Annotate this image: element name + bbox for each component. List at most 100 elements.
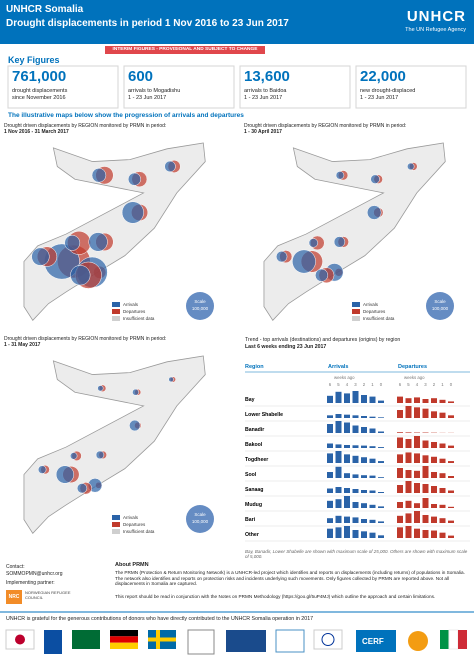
trend-bar	[414, 483, 420, 493]
trend-bar	[414, 436, 420, 448]
trend-bar	[397, 468, 403, 478]
trend-bar	[378, 477, 384, 478]
arrival-bubble	[276, 250, 288, 263]
trend-bar	[327, 415, 333, 418]
trend-bar	[414, 470, 420, 478]
map-caption: Drought driven displacements by REGION m…	[4, 336, 167, 342]
trend-bar	[397, 410, 403, 418]
trend-bar	[448, 490, 454, 493]
figure-label: arrivals to Mogadishu	[128, 88, 181, 94]
trend-bar	[378, 492, 384, 493]
partner-name: NORWEGIAN REFUGEE COUNCIL	[25, 590, 71, 600]
legend-label: Insufficient data	[363, 316, 395, 321]
trend-bar	[414, 528, 420, 538]
week-number: 2	[433, 382, 436, 387]
legend-swatch	[112, 515, 120, 520]
trend-bar	[414, 503, 420, 508]
trend-bar	[422, 408, 429, 418]
trend-bar	[422, 440, 429, 448]
trend-bar	[361, 416, 367, 418]
figure-period: 1 - 23 Jun 2017	[128, 95, 167, 101]
trend-note: Bay, Banadir, Lower Shabelle are shown w…	[245, 549, 468, 560]
about-title: About PRMN	[115, 562, 149, 568]
trend-bar	[369, 504, 376, 508]
logo-tagline: The UN Refugee Agency	[405, 27, 466, 33]
legend-swatch	[352, 316, 360, 321]
trend-bar	[352, 517, 359, 523]
region-name: Sanaag	[245, 487, 263, 493]
contact-email: SOMMOPMN@unhcr.org	[6, 571, 63, 577]
trend-bar	[369, 396, 376, 403]
trend-bar	[344, 422, 350, 433]
scale-title: Scale	[194, 299, 206, 304]
trend-bar	[335, 444, 342, 448]
partner-logo: NRC	[6, 590, 22, 604]
trend-bar	[378, 521, 384, 523]
region-name: Lower Shabelle	[245, 412, 283, 418]
trend-bar	[369, 416, 376, 418]
scale-value: 100,000	[192, 306, 209, 311]
trend-bar	[352, 455, 359, 463]
figure-box	[239, 65, 351, 109]
trend-bar	[405, 526, 412, 538]
trend-bar	[448, 520, 454, 523]
trend-bar	[431, 456, 437, 463]
trend-bar	[352, 489, 359, 493]
figure-value: 13,600	[244, 68, 290, 85]
trend-bar	[344, 473, 350, 478]
trend-bar	[361, 490, 367, 493]
title: UNHCR Somalia	[6, 4, 84, 15]
donor-logos	[5, 629, 467, 655]
trend-bar	[361, 531, 367, 538]
arrival-bubble	[64, 235, 81, 251]
figure-value: 22,000	[360, 68, 406, 85]
trend-bar	[431, 504, 437, 508]
region-name: Other	[245, 532, 259, 538]
trend-bar	[335, 414, 342, 418]
trend-bar	[335, 451, 342, 463]
trend-bar	[397, 485, 403, 493]
legend-swatch	[112, 316, 120, 321]
trend-bar	[397, 437, 403, 448]
trend-bar	[439, 473, 446, 478]
arrival-bubble	[367, 205, 382, 220]
trend-bar	[405, 500, 412, 508]
trend-bar	[431, 530, 437, 538]
figure-box	[123, 65, 235, 109]
week-number: 0	[450, 382, 453, 387]
trend-bar	[397, 515, 403, 523]
trend-bar	[439, 532, 446, 538]
region-name: Togdheer	[245, 457, 268, 463]
legend-label: Departures	[123, 309, 146, 314]
maps-heading: The illustrative maps below show the pro…	[8, 112, 244, 119]
trend-bar	[448, 445, 454, 448]
arrival-bubble	[370, 174, 380, 184]
region-name: Sool	[245, 472, 257, 478]
trend-bar	[397, 454, 403, 463]
trend-bar	[335, 527, 342, 538]
scale-bubble	[186, 292, 214, 320]
arrival-bubble	[70, 265, 91, 286]
week-number: 3	[424, 382, 427, 387]
trend-bar	[361, 427, 367, 433]
trend-bar	[369, 490, 376, 493]
map	[23, 355, 206, 534]
trend-bar	[352, 425, 359, 433]
trend-bar	[448, 461, 454, 463]
region-name: Bakool	[245, 442, 263, 448]
trend-bar	[414, 453, 420, 463]
trend-bar	[405, 452, 412, 463]
trend-period: Last 6 weeks ending 23 Jun 2017	[245, 344, 327, 350]
arrival-bubble	[31, 247, 50, 266]
about-text: This report should be read in conjunctio…	[115, 594, 436, 599]
trend-bar	[361, 475, 367, 478]
figure-label: new drought-displaced	[360, 88, 416, 94]
trend-bar	[439, 412, 446, 418]
trend-bar	[414, 407, 420, 418]
region-name: Banadir	[245, 427, 264, 433]
figure-box	[355, 65, 467, 109]
trend-bar	[369, 532, 376, 538]
trend-bar	[422, 455, 429, 463]
map	[263, 142, 446, 321]
